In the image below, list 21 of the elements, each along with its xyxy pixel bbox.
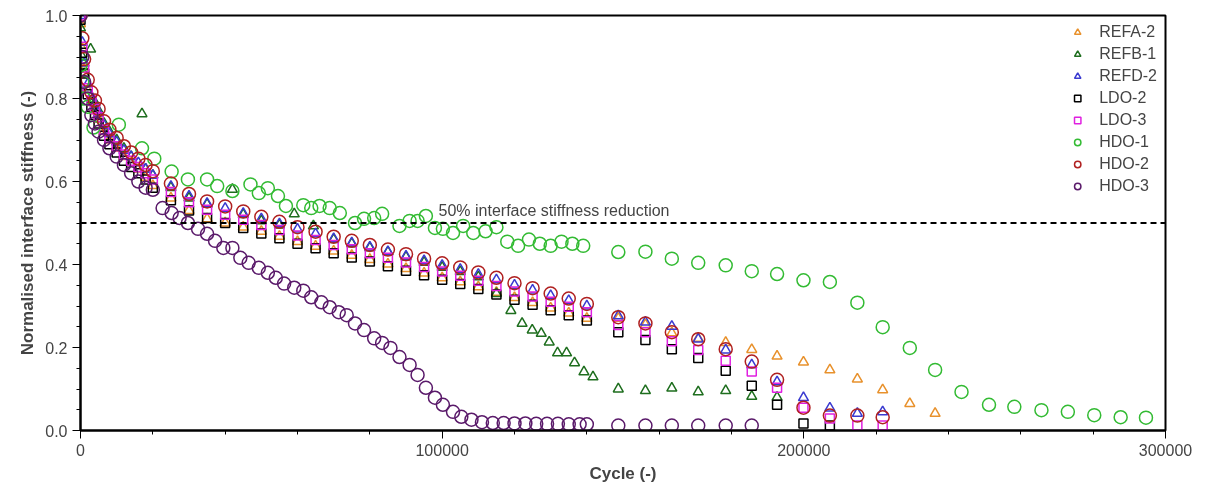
y-tick-label: 0.6: [45, 173, 68, 191]
x-tick-label: 300000: [1138, 441, 1193, 459]
y-tick-label: 0.4: [45, 256, 68, 274]
x-tick-label: 0: [76, 441, 86, 459]
legend-label: HDO-1: [1099, 133, 1149, 151]
legend-label: REFA-2: [1099, 23, 1156, 41]
ref-line-label: 50% interface stiffness reduction: [438, 202, 670, 219]
legend-label: REFB-1: [1099, 45, 1157, 63]
y-tick-label: 0.8: [45, 90, 68, 108]
x-tick-label: 100000: [415, 441, 469, 459]
legend-label: LDO-3: [1099, 111, 1147, 129]
legend-label: REFD-2: [1099, 67, 1157, 85]
y-axis-title: Normalised interface stiffness (-): [18, 90, 38, 356]
x-tick-label: 200000: [777, 441, 831, 459]
legend-label: HDO-2: [1099, 155, 1149, 173]
x-axis-title: Cycle (-): [589, 463, 657, 483]
y-tick-label: 0.2: [45, 339, 68, 357]
legend-label: HDO-3: [1099, 177, 1149, 195]
legend-label: LDO-2: [1099, 89, 1147, 107]
y-tick-label: 0.0: [45, 422, 68, 440]
y-tick-label: 1.0: [45, 7, 68, 25]
